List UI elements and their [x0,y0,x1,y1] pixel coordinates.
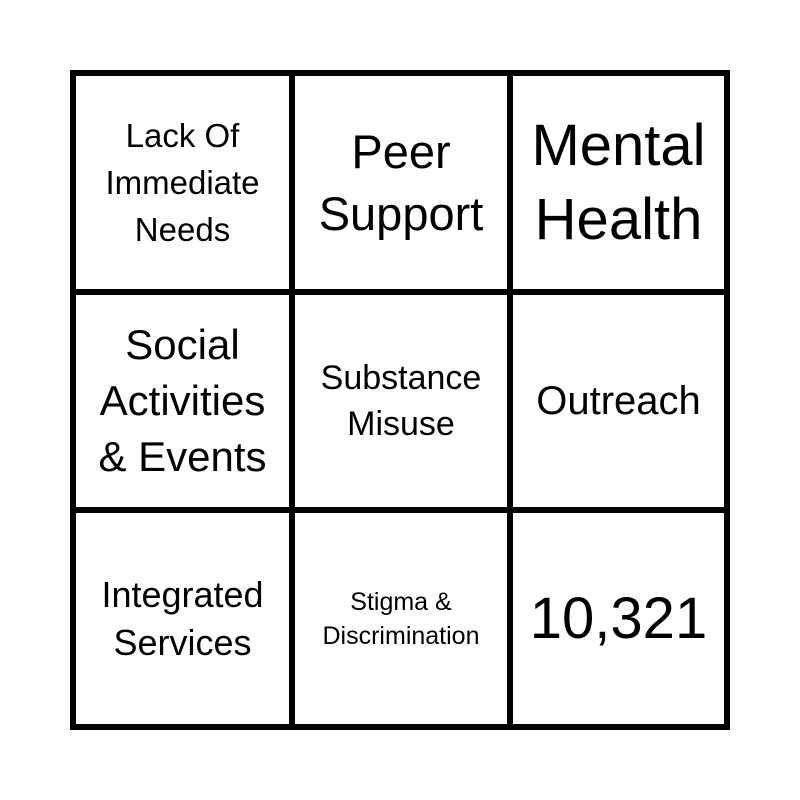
cell-text: Stigma & Discrimination [322,587,480,650]
bingo-cell[interactable]: Stigma & Discrimination [295,513,507,724]
grid-line [507,76,513,289]
cell-text: Lack Of Immediate Needs [105,117,260,248]
cell-text: 10,321 [529,585,708,651]
grid-line [507,295,513,507]
cell-text: Peer Support [318,124,484,240]
bingo-cell[interactable]: Social Activities & Events [76,295,289,507]
grid-line [76,507,289,513]
bingo-cell[interactable]: Mental Health [513,76,724,289]
grid-line [513,507,724,513]
grid-line [295,507,507,513]
cell-text: Mental Health [531,112,706,252]
bingo-cell[interactable]: 10,321 [513,513,724,724]
bingo-card: Lack Of Immediate Needs Peer Support Menta… [70,70,730,730]
grid-line [289,513,295,724]
grid-line [289,295,295,507]
bingo-cell[interactable]: Peer Support [295,76,507,289]
cell-text: Outreach [536,379,701,423]
grid-line [289,76,295,289]
bingo-cell[interactable]: Outreach [513,295,724,507]
bingo-cell[interactable]: Substance Misuse [295,295,507,507]
grid-line [507,507,513,513]
cell-text: Social Activities & Events [98,321,267,480]
grid-line [289,507,295,513]
bingo-cell[interactable]: Lack Of Immediate Needs [76,76,289,289]
grid-line [513,289,724,295]
cell-text: Integrated Services [101,573,264,663]
cell-text: Substance Misuse [320,359,482,443]
grid-line [295,289,507,295]
grid-line [507,289,513,295]
grid-line [507,513,513,724]
bingo-cell[interactable]: Integrated Services [76,513,289,724]
grid-line [289,289,295,295]
grid-line [76,289,289,295]
